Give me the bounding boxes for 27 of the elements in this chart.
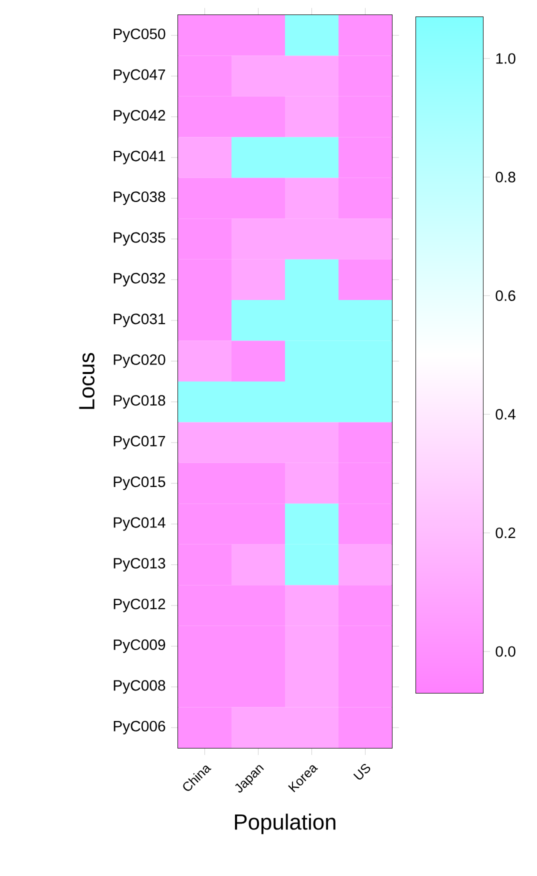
y-tick-label: PyC032 [114, 272, 166, 286]
color-bar-label: 1.0 [496, 53, 516, 64]
y-tick-label: PyC042 [114, 110, 166, 124]
y-tick-label: PyC020 [114, 354, 166, 368]
y-tick-label: PyC008 [114, 680, 166, 694]
x-tick-label: US [353, 764, 370, 780]
y-tick-label: PyC035 [114, 232, 166, 246]
color-bar-label: 0.2 [496, 528, 516, 538]
y-tick-label: PyC018 [114, 395, 166, 409]
x-axis-title: Population [235, 814, 336, 834]
y-axis-title: Locus [79, 353, 94, 409]
color-bar-label: 0.0 [496, 646, 516, 657]
y-tick-label: PyC014 [114, 517, 166, 531]
y-tick-label: PyC050 [114, 28, 166, 42]
y-tick-label: PyC038 [114, 191, 166, 205]
y-tick-label: PyC031 [114, 314, 166, 328]
y-tick-label: PyC009 [114, 639, 166, 653]
color-bar-label: 0.8 [496, 172, 516, 182]
y-tick-label: PyC047 [114, 69, 166, 83]
y-tick-label: PyC012 [114, 598, 166, 612]
y-tick-label: PyC013 [114, 558, 166, 572]
y-tick-label: PyC017 [114, 436, 166, 450]
y-tick-label: PyC015 [114, 476, 166, 490]
color-bar-label: 0.6 [496, 290, 516, 301]
y-tick-label: PyC006 [114, 720, 166, 734]
y-tick-label: PyC041 [114, 150, 166, 164]
color-bar-label: 0.4 [496, 408, 516, 420]
